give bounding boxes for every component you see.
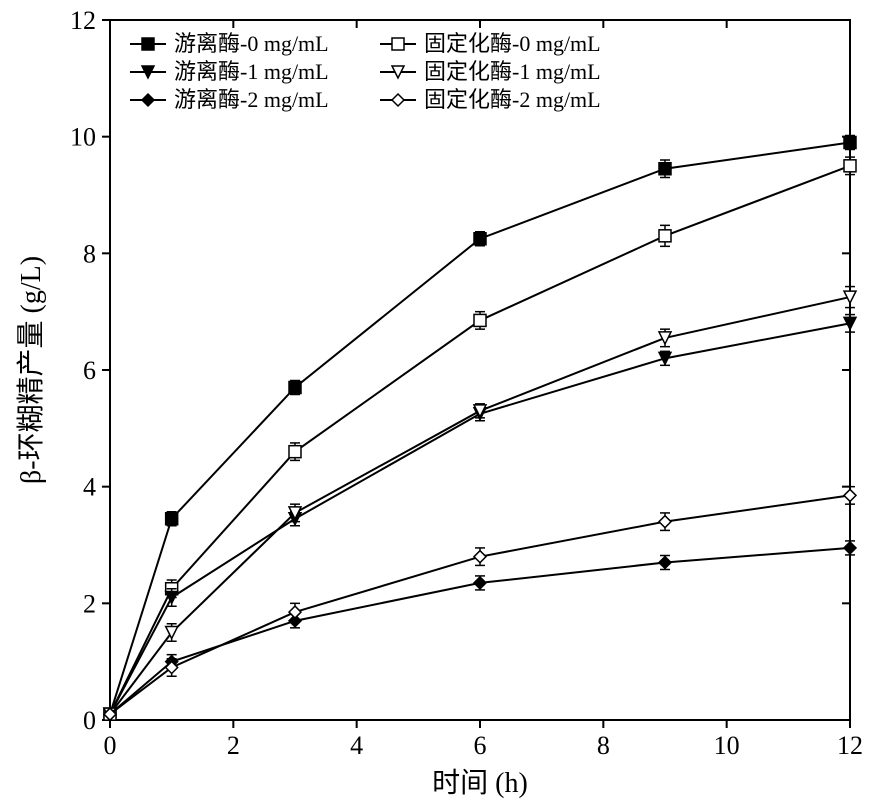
svg-text:2: 2	[227, 731, 240, 760]
series-s4	[104, 287, 856, 721]
svg-text:12: 12	[70, 6, 96, 35]
legend-item-label: 固定化酶-0 mg/mL	[424, 31, 601, 56]
svg-text:10: 10	[714, 731, 740, 760]
line-chart: 0 2 4 6 8 10 12 0 2 4 6 8 10 12 时间 (h) β-环糊精产量 (g/L) 游离酶…	[0, 0, 874, 807]
svg-text:6: 6	[83, 356, 96, 385]
legend-item-label: 游离酶-1 mg/mL	[174, 59, 329, 84]
svg-text:12: 12	[837, 731, 863, 760]
svg-text:8: 8	[83, 239, 96, 268]
series-s3	[104, 315, 856, 721]
legend-item-label: 固定化酶-1 mg/mL	[424, 59, 601, 84]
chart-container: 0 2 4 6 8 10 12 0 2 4 6 8 10 12 时间 (h) β-环糊精产量 (g/L) 游离酶…	[0, 0, 874, 807]
legend-item-label: 游离酶-0 mg/mL	[174, 31, 329, 56]
legend-item-label: 固定化酶-2 mg/mL	[424, 87, 601, 112]
legend-item-label: 游离酶-2 mg/mL	[174, 87, 329, 112]
svg-text:0: 0	[104, 731, 117, 760]
svg-text:0: 0	[83, 706, 96, 735]
svg-text:10: 10	[70, 123, 96, 152]
y-axis-label: β-环糊精产量 (g/L)	[15, 256, 47, 484]
plot-area	[110, 20, 850, 720]
svg-text:4: 4	[350, 731, 363, 760]
svg-text:8: 8	[597, 731, 610, 760]
svg-text:2: 2	[83, 589, 96, 618]
x-axis-label: 时间 (h)	[432, 767, 528, 799]
svg-text:4: 4	[83, 473, 96, 502]
svg-text:6: 6	[474, 731, 487, 760]
series-s6	[104, 487, 856, 721]
series-s1	[104, 136, 856, 721]
legend: 游离酶-0 mg/mL 固定化酶-0 mg/mL 游离酶-1 mg/mL 固定化酶-1…	[130, 31, 601, 112]
